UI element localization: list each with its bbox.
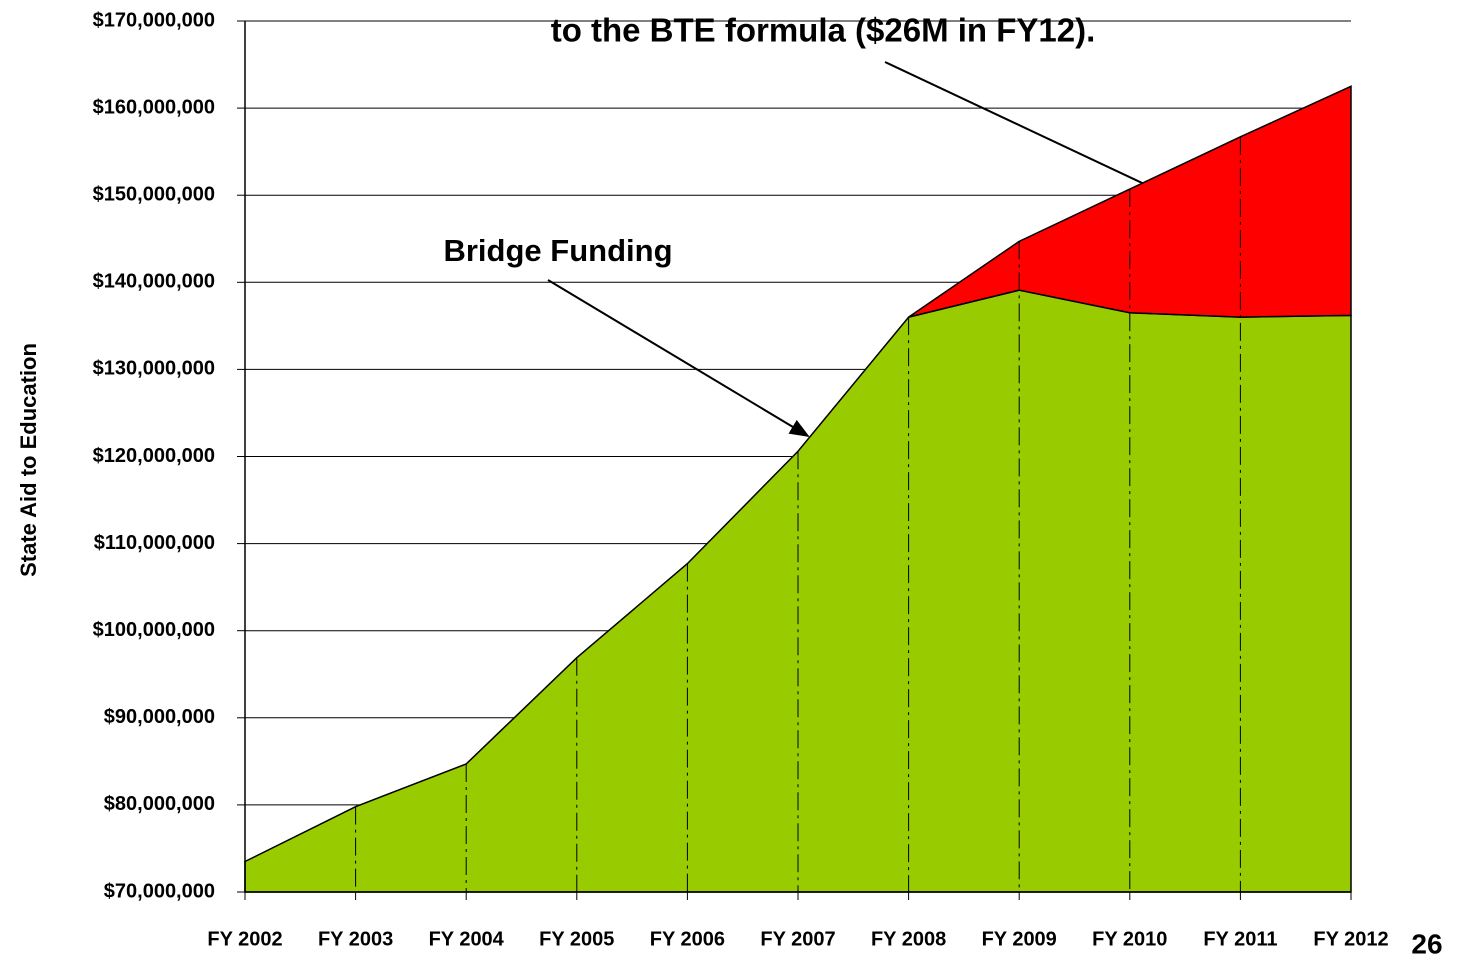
y-tick-label: $130,000,000 xyxy=(93,358,215,380)
x-tick-label: FY 2004 xyxy=(429,928,505,950)
arrow xyxy=(547,279,810,438)
x-tick-label: FY 2011 xyxy=(1203,928,1277,950)
y-tick-label: $70,000,000 xyxy=(104,880,215,902)
x-tick-label: FY 2008 xyxy=(871,928,946,950)
y-tick-label: $100,000,000 xyxy=(93,619,215,641)
x-tick-label: FY 2005 xyxy=(539,928,614,950)
y-tick-label: $160,000,000 xyxy=(93,96,215,118)
x-tick-label: FY 2007 xyxy=(760,928,835,950)
y-tick-label: $120,000,000 xyxy=(93,445,215,467)
x-tick-label: FY 2002 xyxy=(207,928,282,950)
x-tick-label: FY 2006 xyxy=(650,928,725,950)
x-tick-label: FY 2009 xyxy=(982,928,1057,950)
x-tick-label: FY 2012 xyxy=(1313,928,1388,950)
annotation: Bridge Funding xyxy=(443,233,672,268)
y-tick-label: $150,000,000 xyxy=(93,183,215,205)
x-tick-label: FY 2003 xyxy=(318,928,393,950)
y-tick-label: $140,000,000 xyxy=(93,271,215,293)
page-number: 26 xyxy=(1411,928,1442,959)
y-tick-label: $90,000,000 xyxy=(104,706,215,728)
y-tick-label: $170,000,000 xyxy=(93,9,215,31)
y-axis-label: State Aid to Education xyxy=(16,343,41,577)
y-tick-label: $110,000,000 xyxy=(94,532,215,554)
annotation: to the BTE formula ($26M in FY12). xyxy=(551,12,1096,49)
y-tick-label: $80,000,000 xyxy=(104,793,215,815)
x-tick-label: FY 2010 xyxy=(1092,928,1167,950)
